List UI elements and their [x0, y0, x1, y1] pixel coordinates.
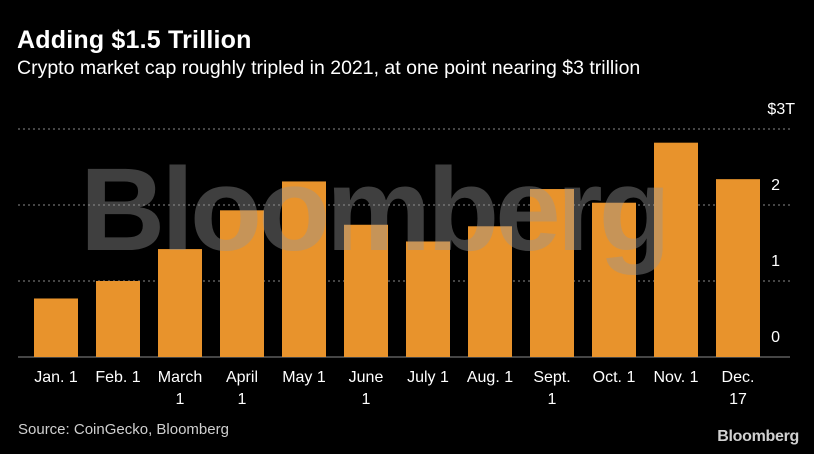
x-tick-label: Dec. 17: [722, 369, 755, 408]
bar: [468, 226, 512, 357]
source-note: Source: CoinGecko, Bloomberg: [18, 421, 229, 438]
chart-subtitle: Crypto market cap roughly tripled in 202…: [17, 57, 641, 79]
bar: [592, 202, 636, 357]
y-tick-label: 2: [771, 177, 780, 194]
x-tick-label: Feb. 1: [95, 369, 140, 386]
x-tick-label: Nov. 1: [653, 369, 698, 386]
x-tick-label: June 1: [349, 369, 384, 408]
x-tick-label: March 1: [158, 369, 202, 408]
chart-title: Adding $1.5 Trillion: [17, 26, 252, 54]
bar: [344, 224, 388, 357]
bar: [96, 281, 140, 357]
x-tick-label: May 1: [282, 369, 326, 386]
bar: [282, 181, 326, 357]
bloomberg-logo: Bloomberg: [717, 428, 799, 445]
bar: [34, 298, 78, 357]
y-tick-label: 0: [771, 329, 780, 346]
bar: [654, 142, 698, 357]
x-tick-label: July 1: [407, 369, 449, 386]
bars: [34, 142, 760, 357]
x-tick-label: Jan. 1: [34, 369, 78, 386]
bar: [716, 179, 760, 357]
bar: [158, 249, 202, 357]
x-tick-label: Sept. 1: [533, 369, 570, 408]
y-tick-label: $3T: [767, 101, 795, 118]
x-tick-label: Aug. 1: [467, 369, 513, 386]
bar: [406, 241, 450, 357]
bar: [220, 210, 264, 357]
x-tick-label: April 1: [226, 369, 258, 408]
y-tick-label: 1: [771, 253, 780, 270]
y-axis-ticks: 0 1 2 $3T: [767, 101, 795, 346]
x-tick-label: Oct. 1: [593, 369, 636, 386]
x-axis-ticks: Jan. 1 Feb. 1 March 1 April 1 May 1 June 1 July 1…: [34, 369, 754, 408]
bar: [530, 189, 574, 357]
